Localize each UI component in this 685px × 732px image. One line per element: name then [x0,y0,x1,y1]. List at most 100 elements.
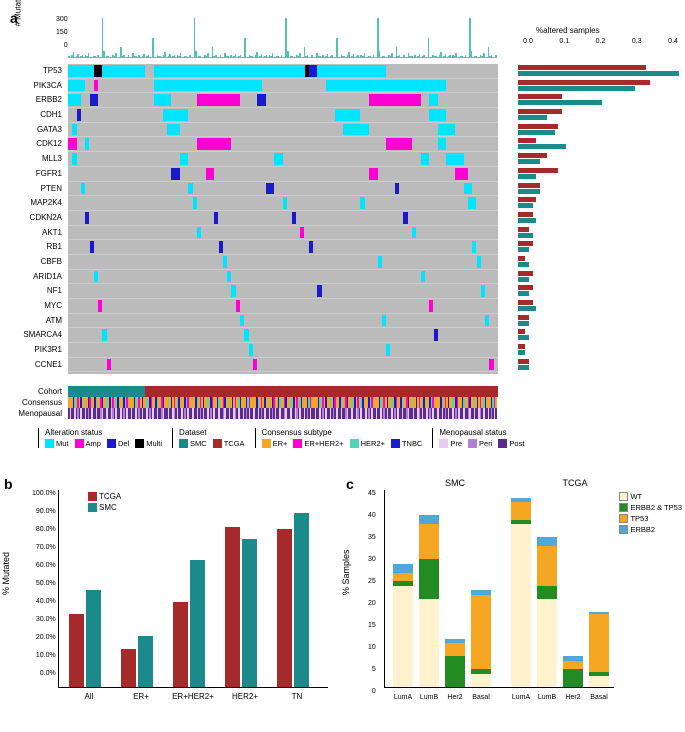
alt-bar-tcga [518,227,529,232]
b-bar-tcga [225,527,240,687]
panel-c: c % Samples 454035302520151050 LumALumBH… [350,480,680,720]
c-stack-seg [393,586,413,687]
alt-bar-group [518,211,683,226]
alt-bar-group [518,284,683,299]
b-bar-smc [138,636,153,687]
alteration-cell [81,183,85,195]
c-legend-item: TP53 [619,514,682,523]
c-ytick: 5 [368,666,376,688]
alteration-cell [72,153,76,165]
gene-row [68,211,498,226]
c-legend: WTERBB2 & TP53TP53ERBB2 [619,492,682,536]
alt-bar-group [518,79,683,94]
b-ytick: 100.0% [32,490,56,508]
gene-label: MLL3 [14,152,66,167]
legend-swatch [498,439,507,448]
legend-swatch [107,439,116,448]
b-ytick: 70.0% [32,544,56,562]
gene-row [68,358,498,373]
legend-swatch [468,439,477,448]
legend-label: SMC [190,439,207,448]
alteration-cell [236,300,240,312]
c-bar-stack: Basal [589,612,609,687]
alteration-cell [309,65,318,77]
alt-bar-smc [518,233,533,238]
gene-row [68,196,498,211]
c-bar-stack: LumB [537,537,557,687]
alt-bar-group [518,328,683,343]
gene-label: SMARCA4 [14,328,66,343]
c-ytick: 35 [368,534,376,556]
alteration-cell [197,94,240,106]
gene-row [68,123,498,138]
alteration-cell [227,271,231,283]
legend-item: TCGA [213,439,245,448]
gene-row [68,240,498,255]
legend-swatch [88,492,97,501]
alt-bar-tcga [518,183,540,188]
b-ytick: 40.0% [32,598,56,616]
alteration-cell [253,359,257,371]
alt-bar-tcga [518,124,558,129]
gene-label: CDKN2A [14,211,66,226]
alteration-cell [68,65,94,77]
alteration-cell [90,241,94,253]
gene-label: PIK3R1 [14,343,66,358]
alteration-cell [244,329,248,341]
alt-bar-tcga [518,109,562,114]
legend-item: HER2+ [350,439,385,448]
gene-row [68,167,498,182]
alt-bar-smc [518,262,529,267]
c-stack-seg [419,599,439,687]
gene-label: RB1 [14,240,66,255]
b-ytick: 50.0% [32,580,56,598]
alt-bar-tcga [518,271,533,276]
gene-row [68,79,498,94]
c-ytick: 15 [368,622,376,644]
alteration-cell [343,124,369,136]
mut-tick: 150 [56,29,68,42]
c-stack-seg [445,656,465,687]
b-bar-group: ER+ [121,636,161,687]
alt-bar-smc [518,321,529,326]
c-ytick: 10 [368,644,376,666]
alteration-cell [292,212,296,224]
c-group-label: SMC [425,478,485,488]
panel-b: b % Mutated 100.0%90.0%80.0%70.0%60.0%50… [8,480,338,720]
alteration-cell [167,124,180,136]
legend-swatch [350,439,359,448]
c-x-label: Her2 [442,694,468,701]
alt-bar-tcga [518,94,562,99]
alteration-cell [102,329,106,341]
alteration-cell [446,153,463,165]
alteration-cell [335,109,361,121]
alteration-cell [386,344,390,356]
alt-bar-tcga [518,153,547,158]
alteration-cell [317,65,386,77]
c-ytick: 20 [368,600,376,622]
gene-label: FGFR1 [14,167,66,182]
gene-row [68,328,498,343]
alt-bar-tcga [518,65,646,70]
alt-bar-tcga [518,80,650,85]
gene-label: TP53 [14,64,66,79]
alteration-cell [438,138,447,150]
mut-tick: 0 [56,42,68,55]
alteration-cell [395,183,399,195]
gene-label: GATA3 [14,123,66,138]
mutation-bar [244,38,246,58]
b-bar-smc [190,560,205,687]
legend-item: Del [107,439,129,448]
alteration-cell [107,359,111,371]
b-ytick: 60.0% [32,562,56,580]
alteration-cell [481,285,485,297]
legend-swatch [75,439,84,448]
gene-row [68,152,498,167]
b-bar-group: HER2+ [225,527,265,687]
alteration-cell [163,109,189,121]
gene-label: ERBB2 [14,93,66,108]
gene-row [68,137,498,152]
legend-swatch [619,514,628,523]
b-bar-tcga [121,649,136,687]
alt-bar-tcga [518,300,533,305]
